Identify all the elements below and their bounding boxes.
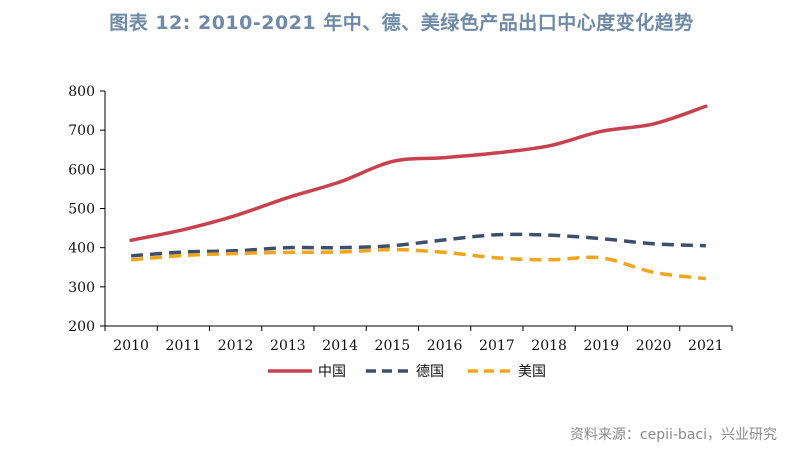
legend-item-germany: 德国 — [366, 364, 444, 380]
legend-item-china: 中国 — [268, 364, 346, 380]
x-tick-label: 2010 — [113, 338, 149, 354]
y-tick-label: 400 — [68, 241, 95, 257]
source-note: 资料来源：cepii-baci，兴业研究 — [569, 427, 777, 443]
x-tick-label: 2018 — [531, 338, 567, 354]
legend-label: 美国 — [518, 364, 546, 380]
x-tick-label: 2020 — [636, 338, 672, 354]
x-tick-label: 2014 — [322, 338, 358, 354]
china-series-line — [129, 104, 708, 242]
y-tick-label: 300 — [68, 280, 95, 296]
chart-legend: 中国 德国 美国 — [268, 364, 546, 380]
chart-axes: 200 300 400 500 600 700 800 2010 2011 2012 2013 201… — [68, 84, 733, 354]
chart-title: 图表 12: 2010-2021 年中、德、美绿色产品出口中心度变化趋势 — [109, 12, 694, 34]
legend-label: 德国 — [416, 364, 444, 380]
usa-series-line — [130, 247, 707, 281]
legend-item-usa: 美国 — [468, 364, 546, 380]
y-tick-label: 500 — [68, 202, 95, 218]
x-tick-label: 2015 — [375, 338, 411, 354]
x-tick-label: 2017 — [479, 338, 515, 354]
y-tick-label: 700 — [68, 123, 95, 139]
y-tick-label: 200 — [68, 319, 95, 335]
y-tick-label: 800 — [68, 84, 95, 100]
chart-series — [129, 104, 708, 281]
x-tick-label: 2021 — [688, 338, 724, 354]
x-tick-label: 2016 — [427, 338, 463, 354]
x-tick-label: 2011 — [166, 338, 202, 354]
x-tick-label: 2012 — [218, 338, 254, 354]
germany-series-line — [130, 232, 706, 258]
x-tick-label: 2013 — [270, 338, 306, 354]
y-tick-label: 600 — [68, 162, 95, 178]
x-tick-label: 2019 — [584, 338, 620, 354]
legend-label: 中国 — [318, 364, 346, 380]
